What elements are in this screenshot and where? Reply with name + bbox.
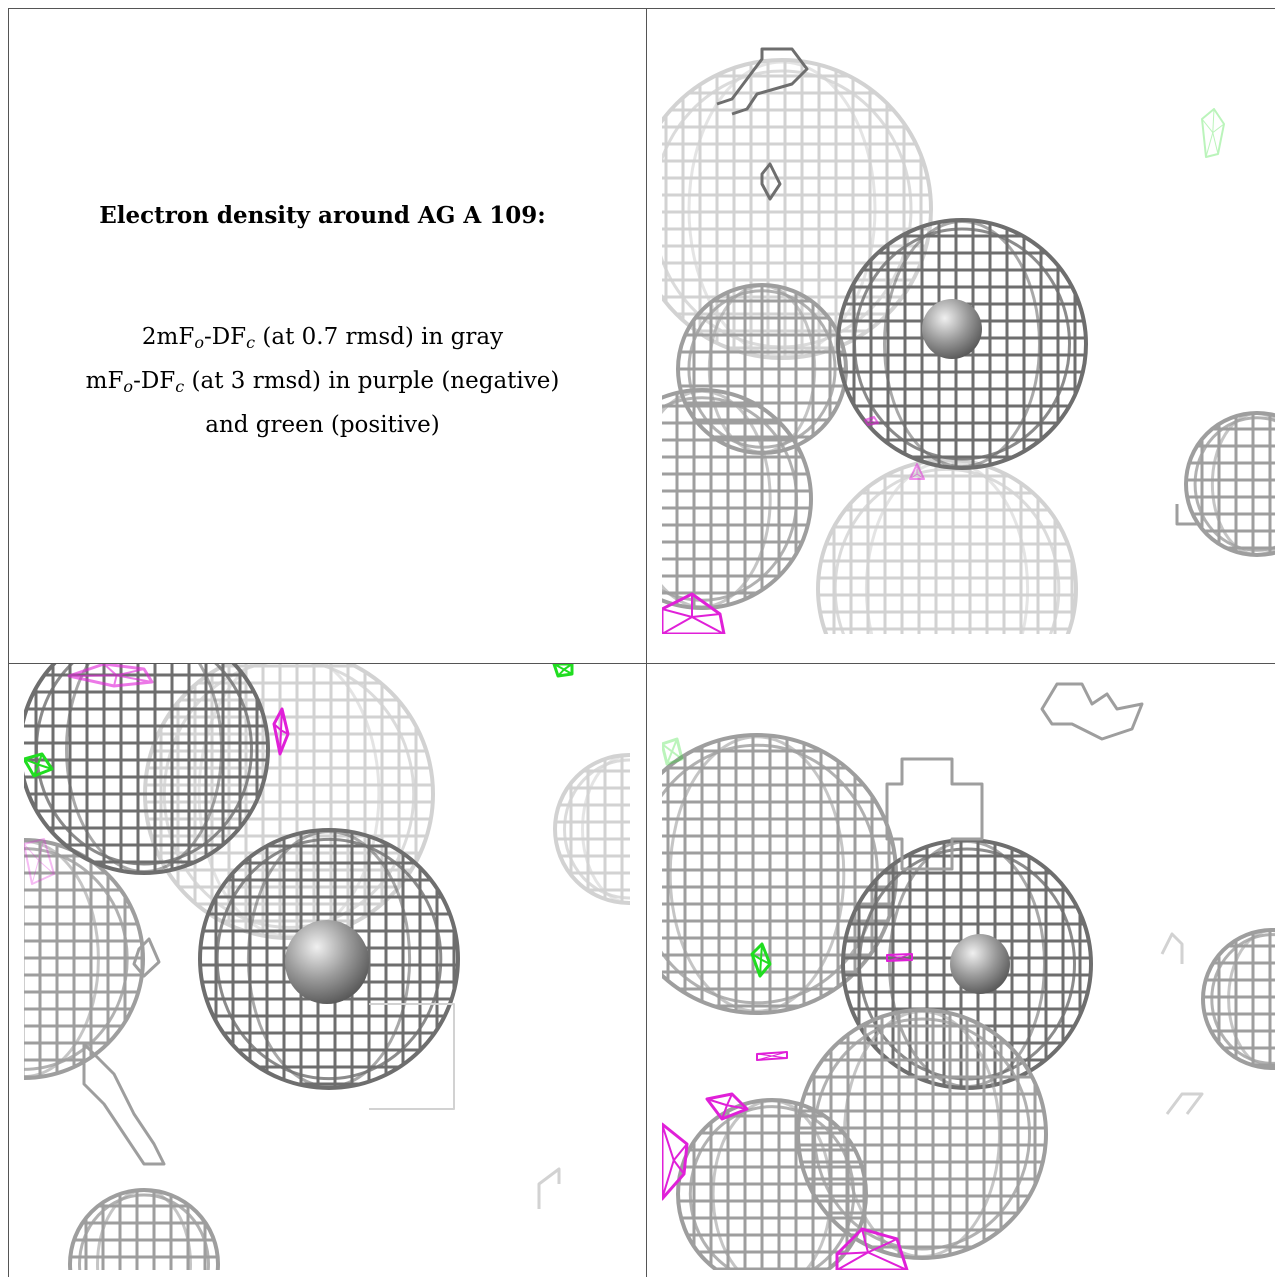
negative-density-bottom (662, 592, 726, 634)
density-render-bottom-right (662, 682, 1275, 1270)
mesh-mid-left-middle (676, 283, 848, 455)
frame-middle-vertical (646, 8, 647, 1277)
mesh-light-right-edge (553, 753, 630, 905)
ag-atom-top-right (922, 299, 982, 359)
mesh-fragment-faint-right (1165, 1092, 1204, 1115)
frame-top-line (8, 8, 1275, 9)
mesh-fragment-top (716, 47, 809, 116)
mesh-fragment-right (1175, 504, 1197, 526)
mesh-mid-lower-left (676, 1098, 868, 1270)
ag-atom-bottom-left (285, 920, 369, 1004)
positive-density-faint-top (662, 737, 684, 766)
legend-title: Electron density around AG A 109: (99, 202, 546, 229)
positive-density-top-right (552, 664, 574, 678)
frame-middle-horizontal (8, 663, 1275, 664)
density-panel-bottom-right (662, 664, 1275, 1270)
mesh-fragment-faint (369, 1003, 455, 1110)
legend-panel: Electron density around AG A 109: 2mFo-D… (9, 9, 646, 663)
density-render-bottom-left (24, 664, 630, 1270)
positive-density-center (750, 942, 772, 978)
mesh-light-bottom (816, 458, 1078, 634)
negative-density-left-edge (662, 1122, 689, 1201)
density-render-top-right (662, 47, 1275, 634)
density-panel-top-right (662, 9, 1275, 634)
negative-density-left (705, 1092, 749, 1121)
negative-density-faint-left (24, 838, 55, 885)
mesh-mid-right-edge (1184, 411, 1275, 557)
negative-density-speck (864, 416, 879, 426)
mesh-fragment-bottom-right (537, 1167, 561, 1209)
negative-density-small (909, 463, 925, 480)
mesh-mid-upper-left (662, 733, 898, 1015)
negative-density-spike (272, 707, 290, 756)
mesh-mid-bottom (68, 1188, 220, 1270)
ag-atom-bottom-right (950, 934, 1010, 994)
density-panel-bottom-left (24, 664, 630, 1270)
frame-left-line (8, 8, 9, 1277)
mesh-light-upper-left (662, 58, 933, 360)
mesh-fragment-lower-left (82, 1042, 166, 1166)
legend-lines: 2mFo-DFc (at 0.7 rmsd) in gray mFo-DFc (… (9, 318, 645, 444)
mesh-mid-left (24, 838, 145, 1080)
positive-density-left (24, 752, 54, 778)
mesh-fragment-small (760, 162, 782, 201)
mesh-mid-right-edge (1201, 928, 1275, 1070)
mesh-fragment-right-small (1160, 932, 1184, 964)
negative-density-dash-1 (886, 953, 913, 962)
legend-line-colors: and green (positive) (205, 412, 440, 438)
legend-line-mfo: mFo-DFc (at 3 rmsd) in purple (negative) (85, 368, 560, 396)
positive-density-top (1201, 108, 1225, 158)
mesh-fragment-top-right (1040, 682, 1144, 741)
mesh-mid-left-lower (662, 388, 813, 610)
negative-density-bottom (835, 1227, 909, 1270)
mesh-fragment-top-stack (885, 757, 984, 871)
mesh-dark-upper-left (24, 664, 270, 875)
negative-density-top (67, 664, 154, 688)
legend-line-2mfo: 2mFo-DFc (at 0.7 rmsd) in gray (141, 324, 504, 352)
negative-density-dash-2 (756, 1051, 788, 1061)
mesh-fragment-center (132, 937, 161, 978)
